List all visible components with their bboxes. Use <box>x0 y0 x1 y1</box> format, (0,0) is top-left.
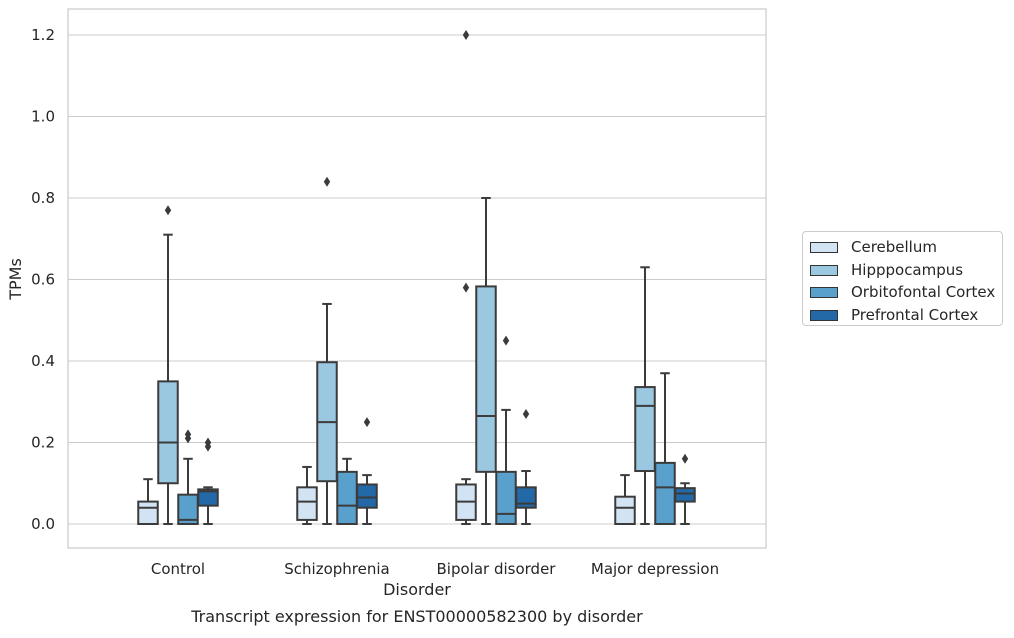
legend-label: Prefrontal Cortex <box>851 305 979 324</box>
outlier-point <box>462 30 470 40</box>
outlier-point <box>323 176 331 187</box>
y-tick-label: 0.0 <box>31 515 55 533</box>
x-axis-label: Disorder <box>383 580 451 599</box>
outlier-point <box>164 205 172 216</box>
legend: Cerebellum Hipppocampus Orbitofontal Corte… <box>802 231 1003 326</box>
box-3-1 <box>356 417 378 525</box>
y-axis-label: TPMs <box>6 258 25 301</box>
box-1-3 <box>634 266 656 525</box>
plot-frame <box>67 8 767 549</box>
box-iqr <box>634 386 656 473</box>
legend-item: Hipppocampus <box>803 259 1002 282</box>
box-2-3 <box>654 372 676 525</box>
y-tick-label: 1.2 <box>31 26 55 44</box>
box-0-3 <box>614 474 636 526</box>
box-iqr <box>157 380 179 485</box>
outlier-point <box>502 335 510 346</box>
box-0-0 <box>137 478 159 525</box>
legend-item: Cerebellum <box>803 236 1002 259</box>
y-tick-label: 1.0 <box>31 108 55 126</box>
legend-label: Hipppocampus <box>851 260 964 279</box>
y-tick-label: 0.6 <box>31 271 55 289</box>
x-tick-label: Schizophrenia <box>284 560 389 578</box>
legend-label: Orbitofontal Cortex <box>851 283 996 302</box>
box-iqr <box>475 285 497 473</box>
outlier-point <box>681 453 689 464</box>
legend-swatch <box>810 309 838 321</box>
box-iqr <box>356 483 378 509</box>
box-iqr <box>614 495 636 526</box>
outlier-point <box>522 408 530 419</box>
box-iqr <box>177 493 199 526</box>
box-iqr <box>654 461 676 525</box>
box-2-1 <box>336 457 358 525</box>
outlier-point <box>462 282 470 293</box>
box-0-1 <box>296 465 318 525</box>
box-iqr <box>515 486 537 509</box>
box-1-2 <box>475 197 497 525</box>
box-iqr <box>495 470 517 525</box>
y-tick-labels: 0.0 0.2 0.4 0.6 0.8 1.0 1.2 <box>31 26 55 533</box>
x-tick-label: Bipolar disorder <box>437 560 557 578</box>
y-tick-label: 0.4 <box>31 352 55 370</box>
box-3-2 <box>515 408 537 525</box>
box-iqr <box>197 488 219 507</box>
box-1-1 <box>316 176 338 525</box>
box-1-0 <box>157 205 179 525</box>
legend-item: Prefrontal Cortex <box>803 304 1002 327</box>
legend-item: Orbitofontal Cortex <box>803 281 1002 304</box>
box-3-3 <box>674 453 696 525</box>
legend-swatch <box>810 287 838 299</box>
x-tick-labels: Control Schizophrenia Bipolar disorder Majo… <box>151 560 719 578</box>
y-tick-label: 0.8 <box>31 189 55 207</box>
outlier-point <box>363 417 371 428</box>
x-tick-label: Control <box>151 560 205 578</box>
box-3-0 <box>197 437 219 525</box>
outlier-point <box>184 429 192 440</box>
box-2-0 <box>177 429 199 526</box>
box-plots <box>137 30 696 526</box>
x-tick-label: Major depression <box>591 560 719 578</box>
legend-label: Cerebellum <box>851 237 937 256</box>
chart-title: Transcript expression for ENST0000058230… <box>190 607 643 626</box>
y-tick-label: 0.2 <box>31 434 55 452</box>
box-iqr <box>336 470 358 525</box>
box-iqr <box>296 486 318 521</box>
box-iqr <box>674 487 696 503</box>
box-0-2 <box>455 30 477 525</box>
legend-swatch <box>810 264 838 276</box>
outlier-point <box>204 437 212 448</box>
box-iqr <box>137 500 159 525</box>
legend-swatch <box>810 241 838 253</box>
